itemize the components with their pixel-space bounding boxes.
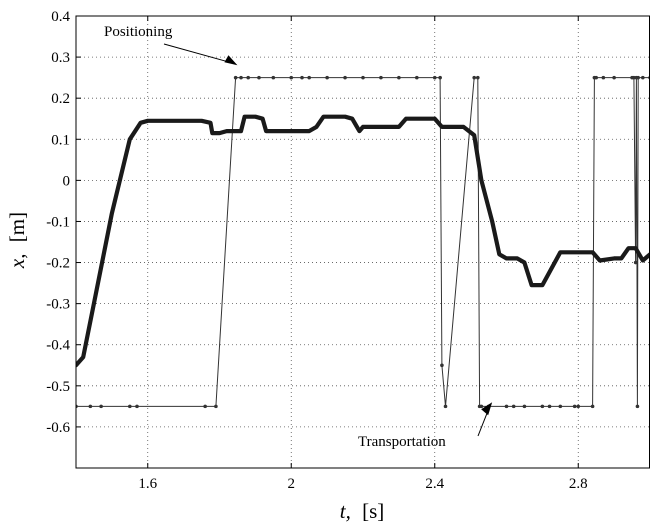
ticks: 1.6 2 2.4 2.8 0.4 0.3 0.2 0.1 0 -0.1 -0.2 -0.3 -0.4 -…	[46, 9, 587, 492]
series-1-point-41	[601, 75, 606, 80]
series-1-point-38	[590, 404, 595, 409]
series-1-point-20	[415, 75, 419, 80]
series-1-point-44	[632, 75, 636, 80]
series-1-point-30	[504, 404, 509, 409]
x-axis-label-var: t,	[340, 499, 351, 523]
y-axis-label: x, [m]	[5, 212, 29, 269]
series-1-point-9	[246, 75, 250, 80]
series-1-point-21	[432, 75, 437, 80]
series-1-point-34	[547, 404, 552, 409]
series-1-point-7	[233, 75, 238, 80]
series-1-point-37	[576, 404, 581, 409]
series-1-point-18	[379, 75, 383, 80]
annotations: Positioning Transportation	[104, 24, 493, 450]
y-tick-label-6: -0.2	[46, 256, 70, 272]
x-tick-label-3: 2.8	[569, 476, 588, 492]
series-1-point-15	[325, 75, 329, 80]
series-1-point-42	[612, 75, 616, 80]
series-1-point-1	[88, 404, 93, 409]
series-1-point-6	[214, 404, 218, 409]
series-0-line	[76, 114, 650, 368]
series-1-point-12	[289, 75, 294, 80]
x-tick-label-0: 1.6	[138, 476, 157, 492]
series-1-point-32	[522, 404, 527, 409]
x-tick-label-1: 2	[288, 476, 296, 492]
series-1-point-26	[476, 75, 480, 80]
series-1-point-14	[307, 75, 311, 80]
series-1-point-4	[135, 404, 139, 409]
y-tick-label-7: -0.3	[46, 297, 70, 313]
annotation-positioning-arrow	[163, 43, 234, 64]
y-axis-label-var: x,	[5, 254, 29, 270]
annotation-positioning-label: Positioning	[104, 24, 173, 40]
series-1-point-19	[397, 75, 401, 80]
y-tick-label-9: -0.5	[46, 379, 70, 395]
x-tick-label-2: 2.4	[425, 476, 444, 492]
series-layer	[76, 75, 650, 409]
annotation-transportation-label: Transportation	[358, 434, 446, 450]
annotation-positioning-arrowhead	[224, 55, 238, 66]
series-1-point-36	[572, 404, 577, 409]
series-1-point-8	[239, 75, 243, 80]
series-1-point-10	[257, 75, 261, 80]
series-1-point-3	[128, 404, 132, 409]
series-1-point-47	[635, 404, 640, 409]
series-1-point-35	[558, 404, 563, 409]
series-1-point-31	[511, 404, 516, 409]
y-tick-label-0: 0.4	[51, 9, 70, 25]
x-axis-label: t, [s]	[340, 499, 385, 523]
y-tick-label-5: -0.1	[46, 214, 70, 230]
y-tick-label-4: 0	[63, 173, 71, 189]
series-1-point-2	[99, 404, 103, 409]
grid	[76, 15, 650, 468]
series-1-point-25	[472, 75, 477, 80]
y-tick-label-8: -0.4	[46, 338, 70, 354]
y-tick-label-2: 0.2	[51, 91, 70, 107]
series-1-point-48	[636, 75, 640, 80]
y-axis-label-unit: [m]	[5, 212, 29, 242]
x-axis-label-unit: [s]	[362, 499, 384, 523]
series-1-point-28	[479, 404, 484, 409]
y-tick-label-3: 0.1	[51, 132, 70, 148]
series-1-point-17	[361, 75, 365, 80]
series-1-point-5	[203, 404, 207, 409]
annotation-transportation-arrowhead	[481, 402, 493, 416]
series-1-point-33	[540, 404, 545, 409]
series-1-point-24	[443, 404, 448, 409]
series-1-point-22	[438, 75, 442, 80]
series-1-point-40	[594, 75, 598, 80]
y-tick-label-1: 0.3	[51, 50, 70, 66]
series-1-point-49	[641, 75, 645, 80]
series-1-point-23	[440, 363, 444, 368]
series-1-point-13	[300, 75, 304, 80]
y-tick-label-10: -0.6	[46, 420, 70, 436]
series-1-point-16	[343, 75, 347, 80]
series-1-point-45	[633, 260, 638, 265]
series-1-point-11	[271, 75, 276, 80]
